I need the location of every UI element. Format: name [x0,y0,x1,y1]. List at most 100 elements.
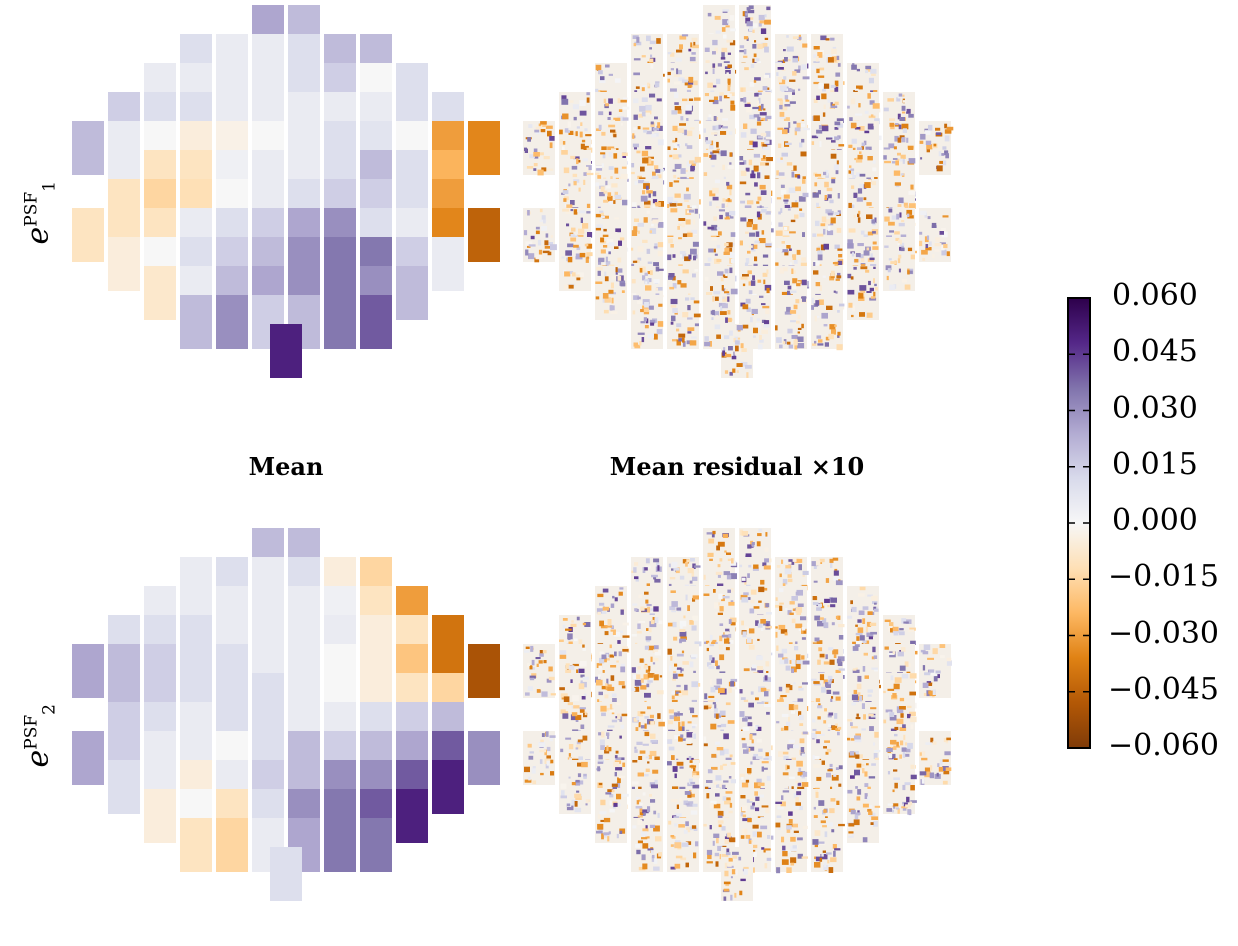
residual-speckle [609,644,612,649]
residual-speckle [649,58,654,63]
residual-speckle [763,565,771,570]
residual-speckle [691,52,696,55]
residual-speckle [607,725,615,728]
residual-speckle [729,252,735,259]
residual-speckle [691,205,697,209]
residual-speckle [601,731,605,738]
residual-speckle [601,146,607,152]
residual-speckle [715,315,719,319]
residual-speckle [597,699,600,703]
residual-speckle [723,571,730,576]
residual-speckle [644,591,649,595]
residual-speckle [716,78,721,85]
residual-speckle [938,766,943,772]
residual-speckle [687,232,693,239]
residual-speckle [815,220,820,227]
residual-speckle [568,753,571,757]
residual-speckle [705,71,708,75]
residual-speckle [688,76,694,83]
residual-speckle [883,690,886,694]
residual-speckle [746,21,753,27]
residual-speckle [832,649,839,655]
residual-speckle [570,237,577,242]
residual-speckle [613,153,618,159]
residual-speckle [614,597,618,602]
residual-speckle [861,146,864,151]
residual-speckle [830,37,835,41]
residual-speckle [855,754,860,759]
residual-speckle [717,612,723,617]
residual-speckle [791,618,796,624]
residual-speckle [748,26,753,32]
residual-speckle [761,117,768,122]
residual-speckle [539,208,543,213]
residual-speckle [815,300,820,306]
residual-speckle [793,259,798,264]
residual-speckle [904,661,909,667]
residual-speckle [567,633,573,640]
residual-speckle [853,192,858,198]
residual-speckle [716,334,723,339]
residual-speckle [654,132,659,137]
residual-speckle [750,173,756,179]
residual-speckle [874,602,877,605]
residual-speckle [571,620,574,623]
residual-speckle [851,314,854,318]
residual-speckle [743,160,747,165]
residual-speckle [758,22,762,27]
residual-speckle [679,123,686,126]
residual-speckle [632,310,636,315]
residual-speckle [817,190,821,195]
residual-speckle [870,90,874,93]
residual-speckle [598,732,604,736]
residual-speckle [817,716,821,720]
residual-speckle [817,620,824,627]
residual-speckle [704,47,710,52]
residual-speckle [678,693,683,697]
residual-speckle [668,709,674,714]
residual-speckle [650,63,654,69]
residual-speckle [607,686,615,691]
residual-speckle [567,284,574,289]
residual-speckle [599,210,604,213]
residual-speckle [852,305,855,312]
residual-speckle [797,603,804,607]
residual-speckle [801,628,804,634]
residual-speckle [798,687,804,691]
residual-speckle [575,131,578,137]
residual-speckle [685,561,688,567]
residual-speckle [713,685,721,690]
residual-speckle [577,272,584,278]
residual-speckle [688,756,692,762]
residual-speckle [891,747,897,750]
residual-speckle [676,684,681,688]
residual-speckle [607,619,612,625]
residual-speckle [784,95,790,100]
residual-speckle [540,739,544,742]
residual-speckle [727,85,731,91]
residual-speckle [682,79,688,83]
residual-speckle [645,558,650,564]
residual-speckle [653,606,659,612]
residual-speckle [689,160,694,164]
residual-speckle [676,68,679,75]
residual-speckle [872,646,876,653]
residual-speckle [758,528,763,532]
residual-speckle [671,601,678,607]
residual-speckle [792,557,797,562]
residual-speckle [673,74,681,77]
residual-speckle [793,121,797,124]
residual-speckle [823,243,829,250]
residual-speckle [817,52,823,58]
residual-speckle [752,224,758,230]
residual-speckle [747,102,751,106]
residual-speckle [720,723,727,728]
residual-speckle [650,54,653,58]
residual-speckle [527,686,533,691]
residual-speckle [686,187,689,192]
residual-speckle [622,117,629,121]
panel-e1-residual [523,5,954,378]
residual-speckle [835,170,839,175]
residual-speckle [620,663,625,668]
residual-speckle [686,145,693,149]
